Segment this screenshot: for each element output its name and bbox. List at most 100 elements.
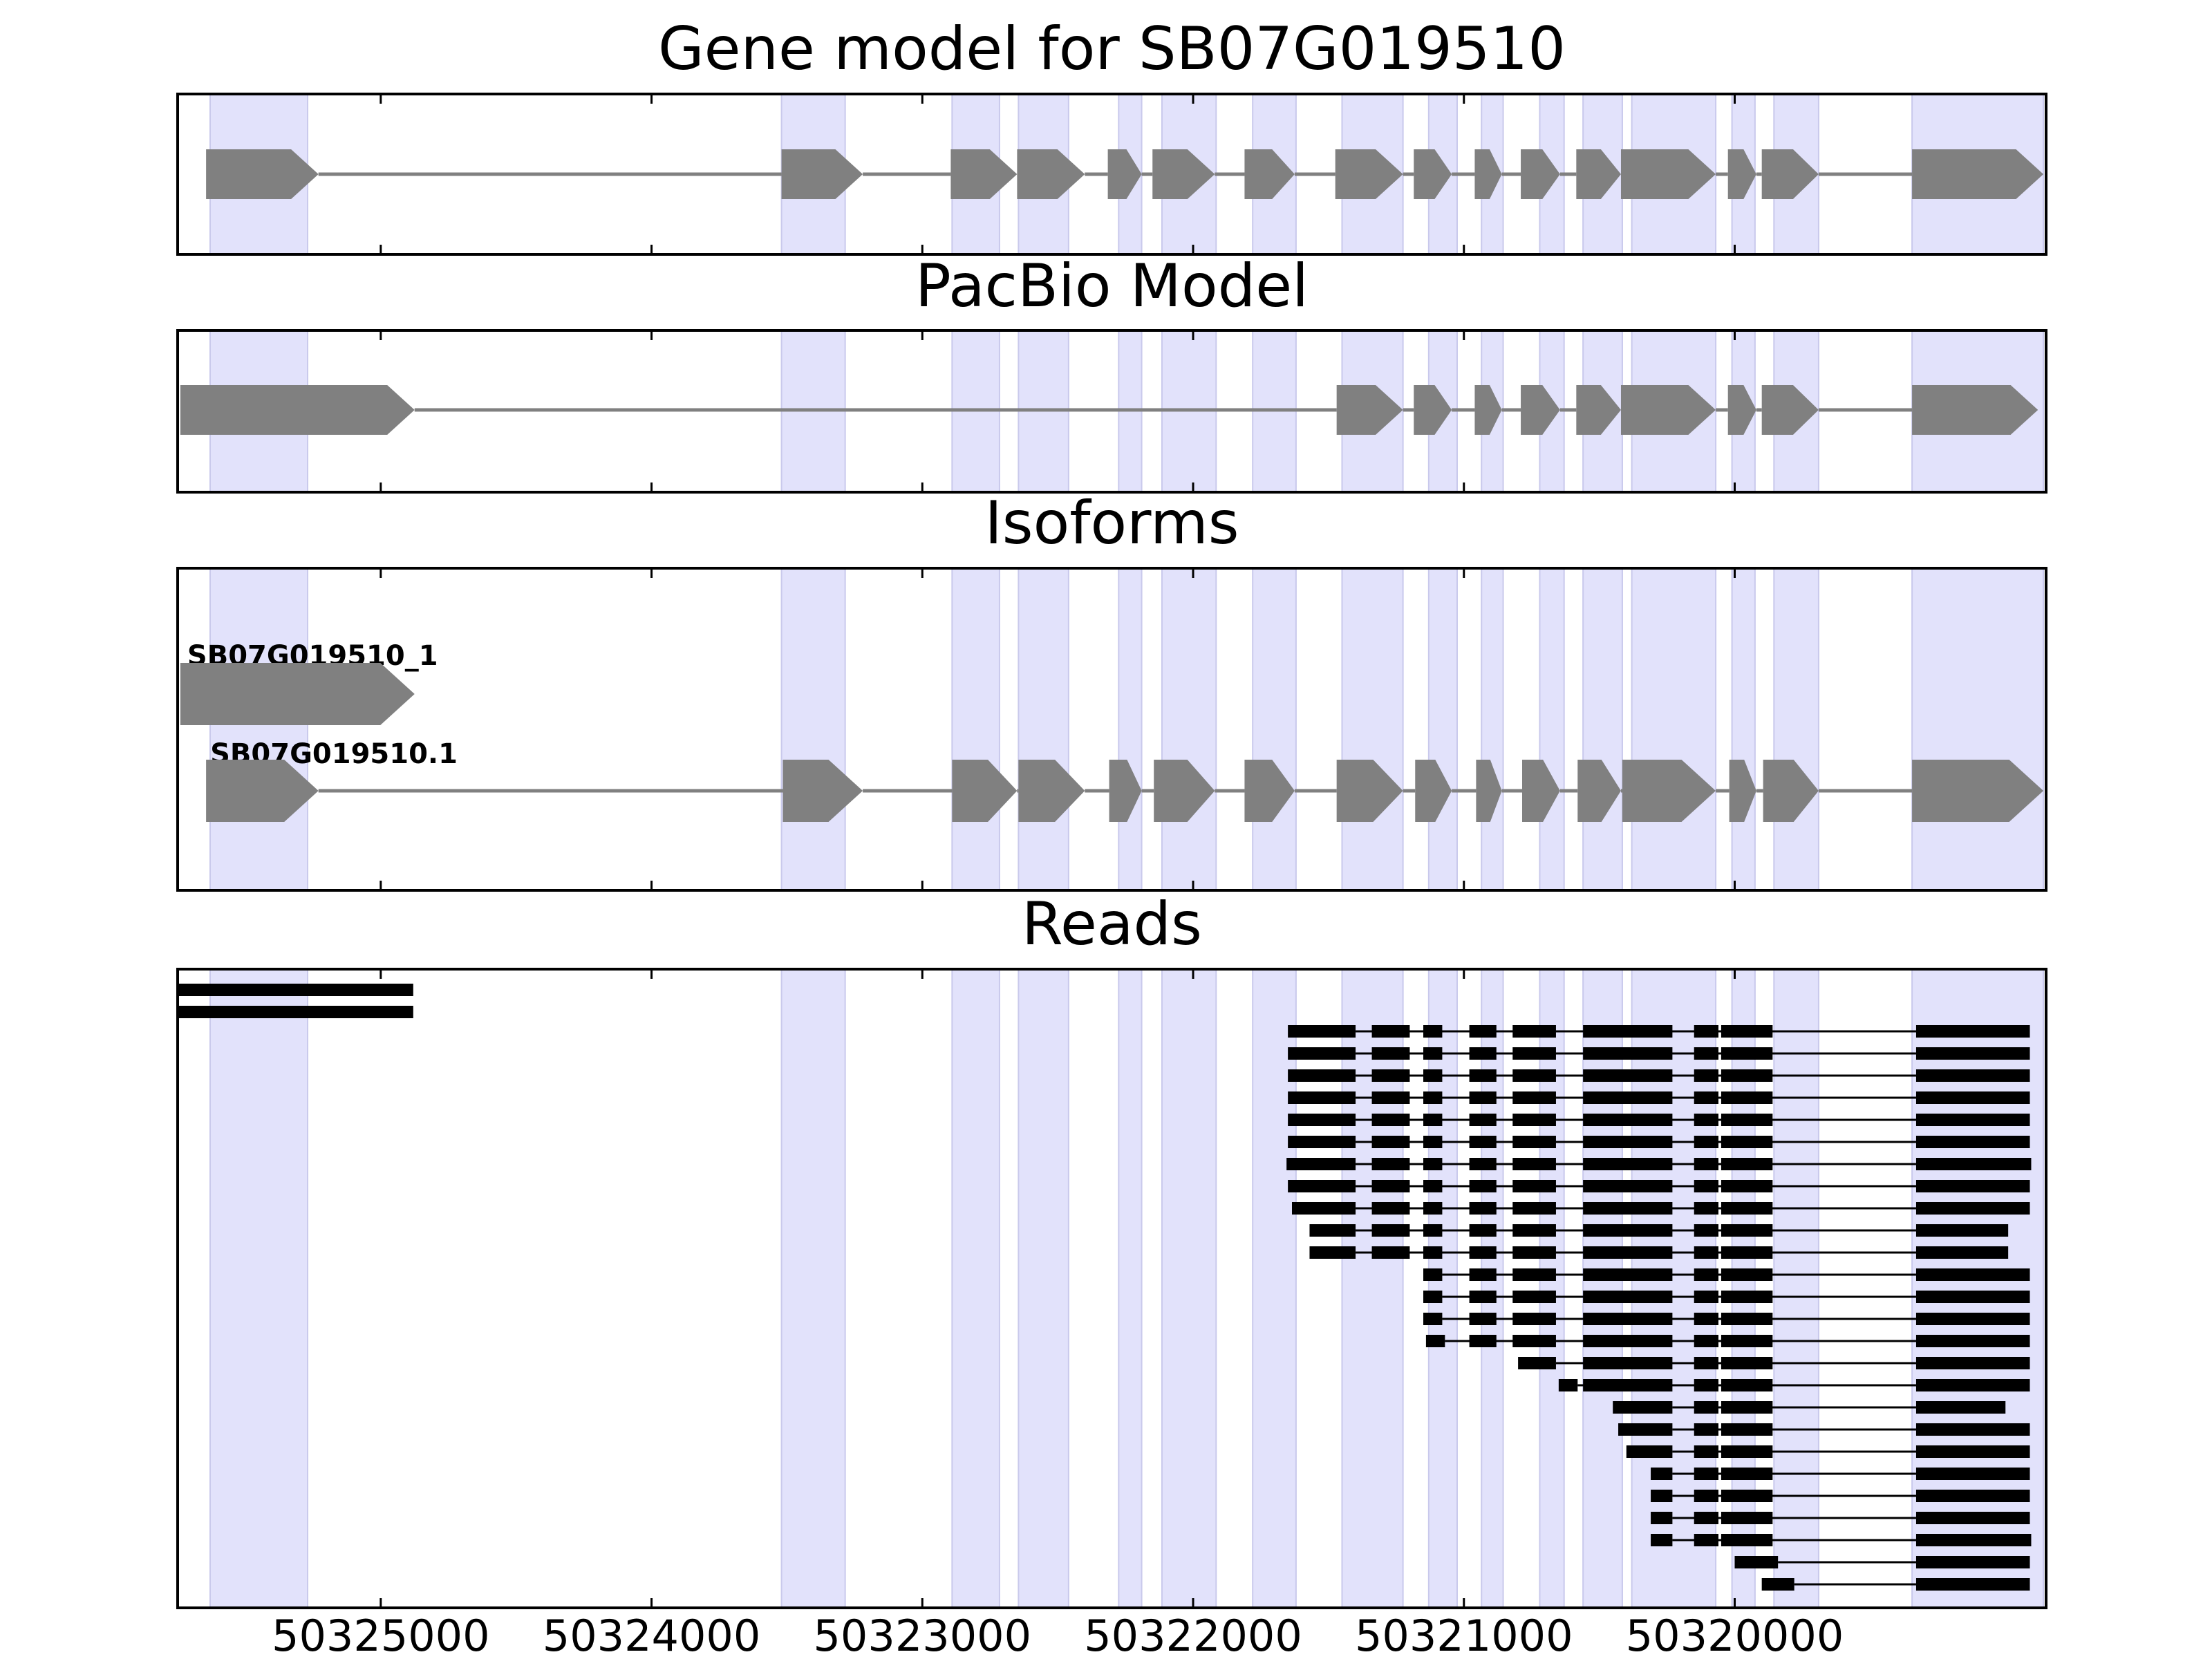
- read-block: [1694, 1091, 1718, 1104]
- exon-band: [1539, 968, 1565, 1609]
- read-block: [1309, 1246, 1356, 1259]
- read-block: [1288, 1025, 1356, 1038]
- read-block: [1512, 1202, 1556, 1215]
- x-tick-label: 50323000: [813, 1611, 1031, 1659]
- exon-band: [1539, 568, 1565, 891]
- read-block: [1721, 1534, 1773, 1546]
- read-block: [1694, 1401, 1718, 1414]
- read-block: [1651, 1534, 1673, 1546]
- read-block: [178, 984, 413, 996]
- gene-model-exon: [1761, 385, 1819, 435]
- exon-band: [209, 568, 309, 891]
- read-block: [1583, 1047, 1673, 1060]
- gene-model-exon: [1727, 385, 1756, 435]
- read-block: [1512, 1047, 1556, 1060]
- gene-model-exon: [1244, 149, 1295, 199]
- read-block: [1423, 1091, 1443, 1104]
- read-block: [1371, 1180, 1410, 1192]
- read-block: [1915, 1268, 2030, 1281]
- read-block: [1469, 1158, 1497, 1170]
- read-block: [1721, 1445, 1773, 1458]
- read-block: [1288, 1136, 1356, 1148]
- read-block: [1512, 1180, 1556, 1192]
- read-block: [1694, 1114, 1718, 1126]
- exon-band: [1731, 568, 1756, 891]
- gene-model-exon: [1576, 149, 1621, 199]
- read-block: [1469, 1268, 1497, 1281]
- exon-band: [1631, 568, 1717, 891]
- read-block: [1734, 1556, 1779, 1568]
- read-block: [1694, 1180, 1718, 1192]
- read-block: [1583, 1268, 1673, 1281]
- read-block: [1512, 1114, 1556, 1126]
- read-block: [1915, 1224, 2009, 1237]
- read-block: [1425, 1335, 1445, 1347]
- exon-band: [1118, 968, 1143, 1609]
- isoform-exon: [1729, 760, 1756, 822]
- exon-band: [1911, 568, 2045, 891]
- read-block: [1694, 1246, 1718, 1259]
- gene-model-exon: [1017, 149, 1085, 199]
- read-block: [1694, 1047, 1718, 1060]
- read-block: [1423, 1047, 1443, 1060]
- isoform-exon: [1109, 760, 1142, 822]
- read-block: [1423, 1180, 1443, 1192]
- exon-band: [780, 568, 846, 891]
- read-block: [1469, 1246, 1497, 1259]
- gene-model-exon: [1620, 385, 1716, 435]
- read-block: [1583, 1158, 1673, 1170]
- read-block: [1512, 1224, 1556, 1237]
- read-block: [1512, 1069, 1556, 1082]
- read-block: [1915, 1445, 2030, 1458]
- read-block: [1721, 1379, 1773, 1391]
- read-block: [1371, 1136, 1410, 1148]
- exon-band: [1481, 568, 1504, 891]
- read-block: [1371, 1091, 1410, 1104]
- gene-model-exon: [1521, 149, 1560, 199]
- read-block: [1915, 1069, 2030, 1082]
- read-block: [1694, 1357, 1718, 1369]
- read-block: [1915, 1180, 2030, 1192]
- read-block: [1721, 1313, 1773, 1325]
- exon-band: [1252, 968, 1297, 1609]
- read-block: [1288, 1047, 1356, 1060]
- read-block: [1613, 1401, 1673, 1414]
- read-block: [1371, 1158, 1410, 1170]
- gene-model-exon: [1336, 385, 1403, 435]
- gene-model-exon: [1727, 149, 1756, 199]
- read-block: [1371, 1114, 1410, 1126]
- exon-band: [1427, 568, 1458, 891]
- read-block: [1469, 1291, 1497, 1303]
- read-block: [1583, 1313, 1673, 1325]
- read-block: [1721, 1047, 1773, 1060]
- isoform-exon: [952, 760, 1018, 822]
- read-block: [1721, 1224, 1773, 1237]
- read-block: [1371, 1246, 1410, 1259]
- gene-model-exon: [1152, 149, 1215, 199]
- read-block: [1694, 1379, 1718, 1391]
- read-block: [1371, 1025, 1410, 1038]
- read-block: [1423, 1224, 1443, 1237]
- read-block: [1288, 1180, 1356, 1192]
- read-block: [1915, 1423, 2030, 1436]
- gene-model-exon: [1474, 149, 1502, 199]
- x-tick-label: 50321000: [1355, 1611, 1573, 1659]
- isoform-exon: [1763, 760, 1819, 822]
- read-block: [1583, 1114, 1673, 1126]
- x-tick-label: 50322000: [1084, 1611, 1302, 1659]
- read-block: [1423, 1291, 1443, 1303]
- read-block: [1309, 1224, 1356, 1237]
- exon-band: [1341, 968, 1404, 1609]
- read-block: [1694, 1490, 1718, 1502]
- read-block: [1694, 1512, 1718, 1524]
- read-block: [1915, 1158, 2032, 1170]
- read-block: [1512, 1291, 1556, 1303]
- read-block: [1915, 1047, 2030, 1060]
- exon-band: [1582, 568, 1623, 891]
- read-block: [1469, 1114, 1497, 1126]
- read-block: [1694, 1025, 1718, 1038]
- read-block: [1761, 1578, 1794, 1591]
- isoform-exon: [206, 760, 319, 822]
- gene-model-exon: [950, 149, 1018, 199]
- read-block: [1469, 1025, 1497, 1038]
